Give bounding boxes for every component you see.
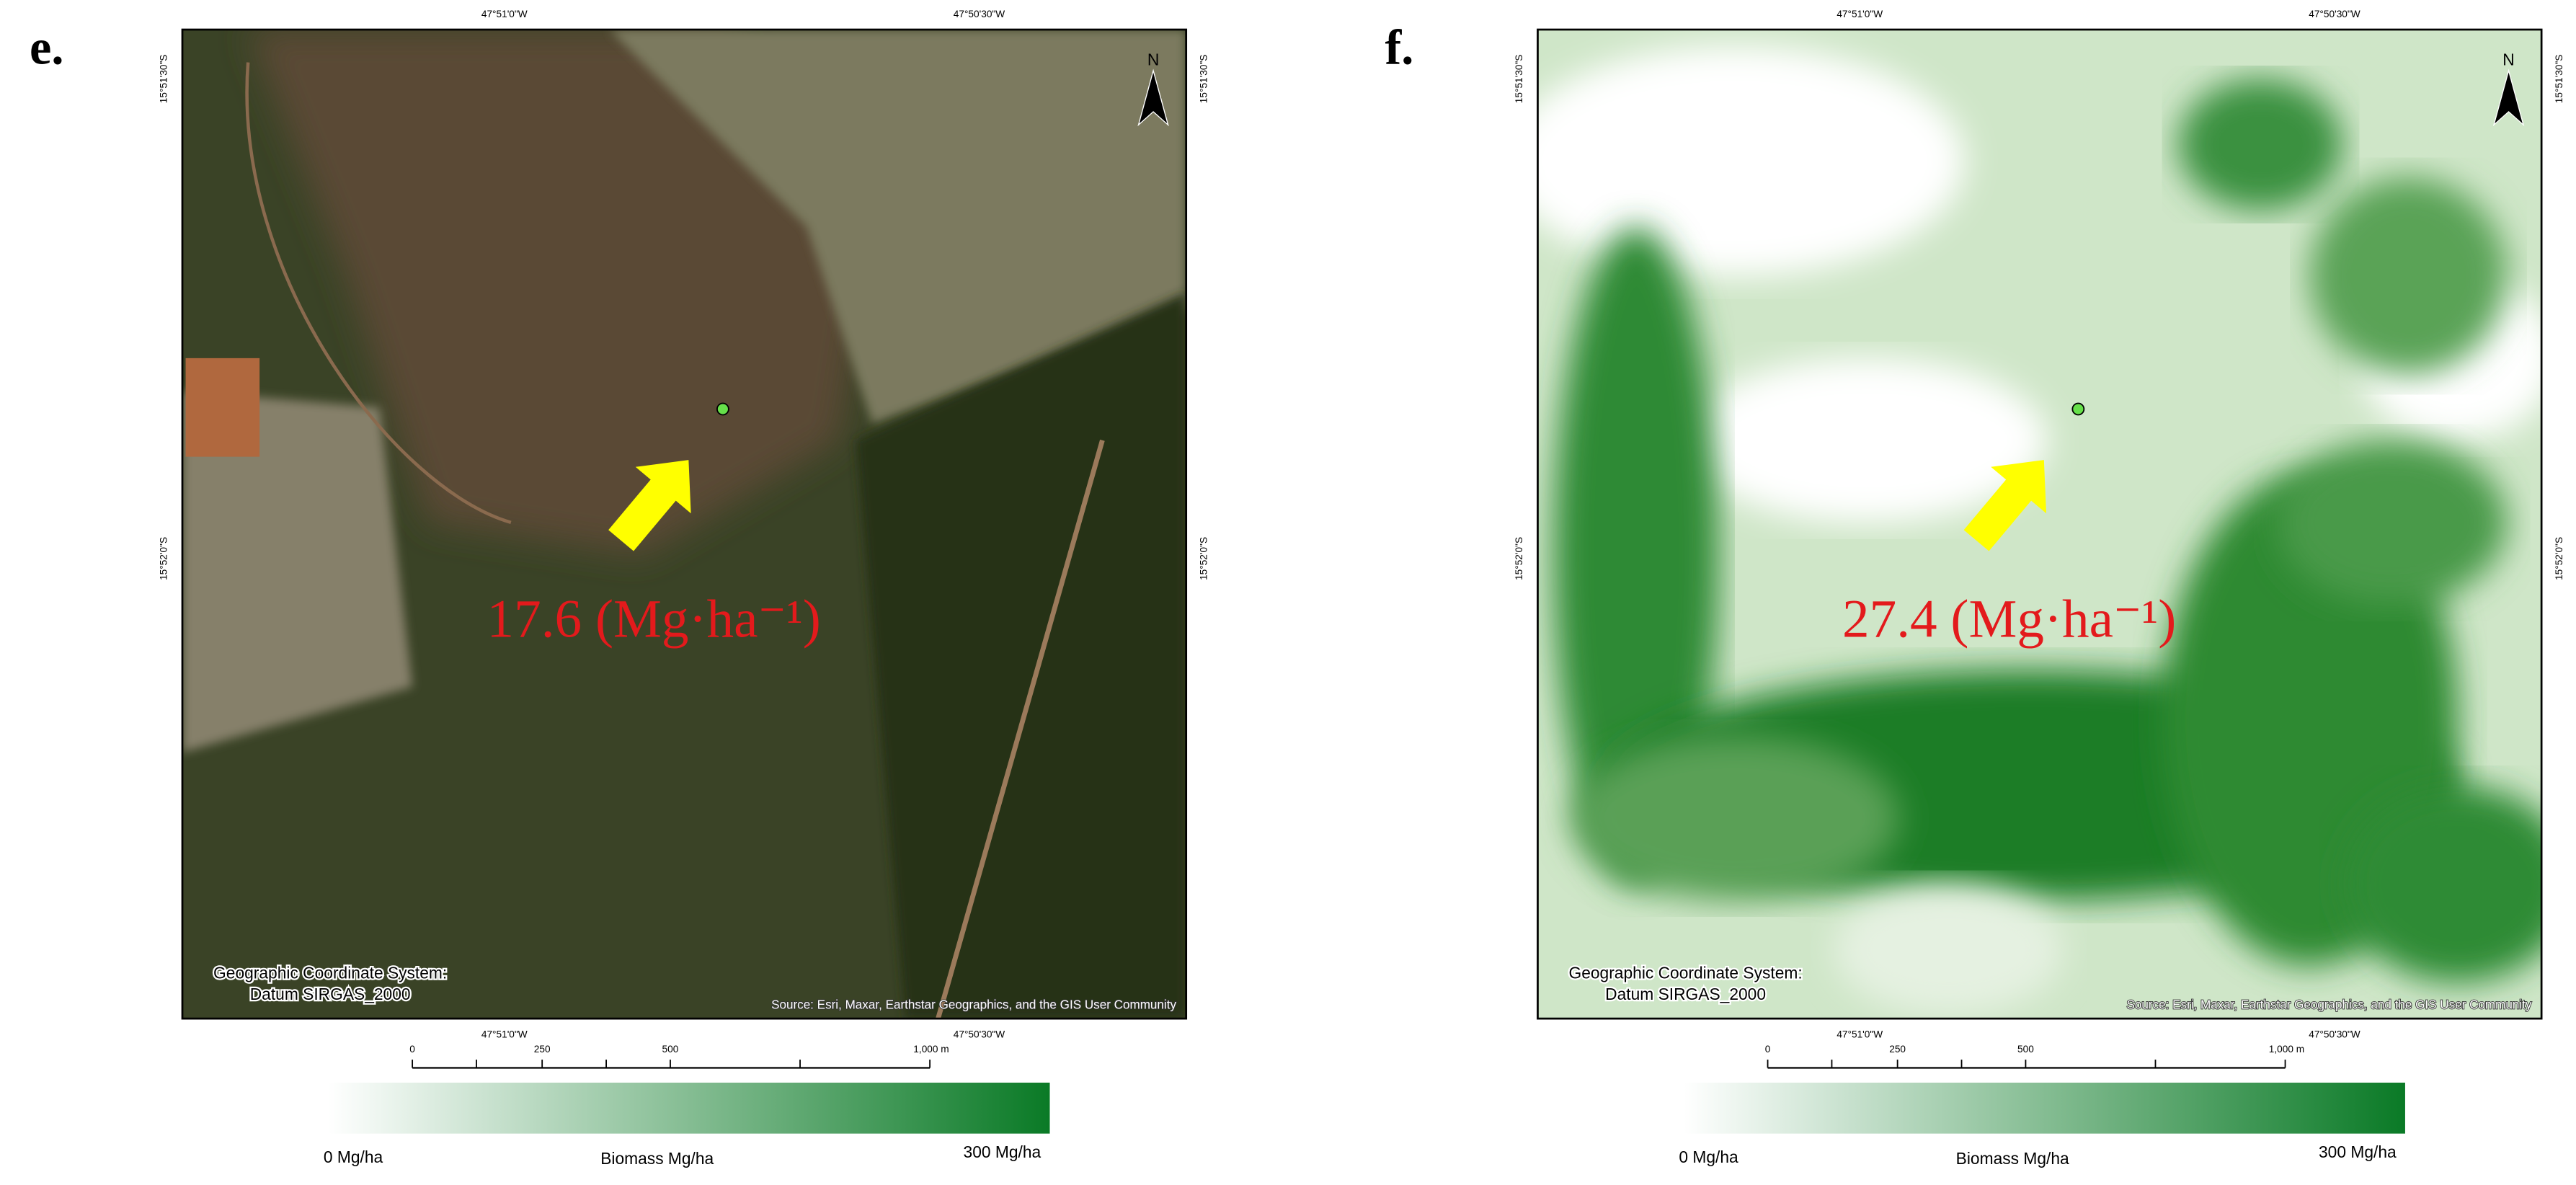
biomass-patch [1537,45,1965,276]
crs-line: Datum SIRGAS_2000 [250,985,411,1003]
biomass-patch [1685,358,2048,523]
map-frame [181,28,1188,1020]
top-coordinate: 47°50'30"W [2309,9,2360,19]
legend-colorbar [328,1083,1050,1134]
north-arrow [1137,68,1169,127]
top-coordinate: 47°51'0"W [481,9,528,19]
panel-label: f. [1385,20,1413,75]
scale-label: 1,000 m [913,1044,949,1055]
crs-line: Geographic Coordinate System: [1569,964,1803,982]
biomass-patch [1554,226,1719,884]
map-panel: e. 47°51'0"W 47°51'0"W 47°50'30"W 47°50'30"W… [30,9,1209,1168]
dirt-road [245,62,512,524]
legend-max: 300 Mg/ha [964,1142,1041,1161]
bottom-coordinate: 47°51'0"W [481,1029,528,1040]
source-credit: Source: Esri, Maxar, Earthstar Geographi… [771,998,1176,1011]
sample-point [2071,402,2085,416]
bottom-coordinate: 47°50'30"W [954,1029,1005,1040]
north-label: N [1147,50,1159,68]
scale-label: 500 [662,1044,679,1055]
top-coordinate: 47°51'0"W [1836,9,1883,19]
right-coordinate: 15°51'30"S [1198,55,1209,104]
legend-max: 300 Mg/ha [2319,1142,2397,1161]
crs-line: Datum SIRGAS_2000 [1605,985,1766,1003]
left-coordinate: 15°52'0"S [159,537,169,580]
scale-label: 1,000 m [2269,1044,2304,1055]
scale-label: 0 [1765,1044,1771,1055]
bottom-coordinate: 47°51'0"W [1836,1029,1883,1040]
top-coordinate: 47°50'30"W [954,9,1005,19]
biomass-patch [1833,884,2064,1016]
legend-colorbar [1684,1083,2405,1134]
biomass-value: 27.4 (Mg·ha⁻¹) [1842,589,2176,649]
residential-area [609,30,1186,425]
biomass-patch [2178,79,2343,210]
biomass-value: 17.6 (Mg·ha⁻¹) [487,589,821,649]
scale-label: 250 [534,1044,551,1055]
forest [856,292,1186,1019]
map-panel: f. 47°51'0"W 47°51'0"W 47°50'30"W 47°50'30"W… [1385,9,2564,1168]
left-coordinate: 15°52'0"S [1514,537,1524,580]
scale-label: 0 [409,1044,415,1055]
biomass-patch [2277,440,2508,605]
biomass-patch [2309,177,2508,375]
dirt-road [936,439,1105,1019]
scale-label: 500 [2017,1044,2034,1055]
field [185,358,260,457]
map-image [182,30,1186,1019]
biomass-patch [1571,736,1899,901]
legend-min: 0 Mg/ha [1679,1148,1738,1166]
crs-line: Geographic Coordinate System: [213,964,447,982]
north-arrow [2492,68,2525,127]
right-coordinate: 15°52'0"S [1198,537,1209,580]
north-label: N [2502,50,2514,68]
bottom-coordinate: 47°50'30"W [2309,1029,2360,1040]
legend-min: 0 Mg/ha [324,1148,383,1166]
biomass-patch [2342,785,2542,982]
residential-area [182,391,413,753]
map-frame [1537,28,2543,1020]
map-image [1537,30,2542,1019]
sample-point [716,402,729,416]
right-coordinate: 15°52'0"S [2554,537,2564,580]
savanna-area [248,30,873,556]
scale-label: 250 [1889,1044,1906,1055]
left-coordinate: 15°51'30"S [159,55,169,104]
source-credit: Source: Esri, Maxar, Earthstar Geographi… [2127,998,2532,1011]
yellow-arrow [1963,460,2047,551]
yellow-arrow [608,460,691,551]
left-coordinate: 15°51'30"S [1514,55,1524,104]
legend-title: Biomass Mg/ha [1956,1149,2069,1168]
panel-label: e. [30,20,63,75]
right-coordinate: 15°51'30"S [2554,55,2564,104]
legend-title: Biomass Mg/ha [600,1149,714,1168]
